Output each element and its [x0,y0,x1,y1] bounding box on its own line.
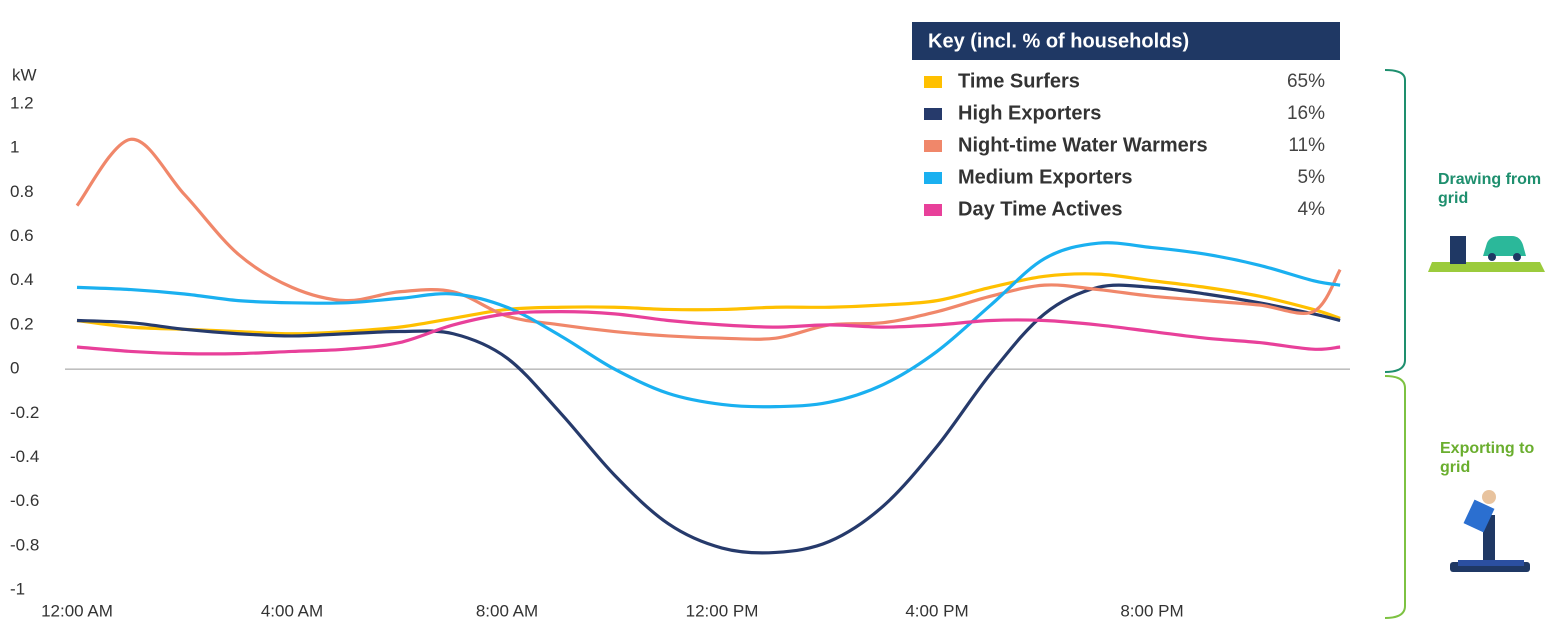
legend-label: Medium Exporters [958,166,1132,188]
x-tick-label: 4:00 PM [905,601,968,620]
bracket-export [1385,376,1405,618]
solar-icon [1450,490,1530,572]
legend-swatch [924,108,942,120]
chart: kW Key (incl. % of households) -1 -0.8 -0.… [0,0,1551,626]
y-tick-label: 0 [10,359,19,378]
y-tick-label: 1.2 [10,93,34,112]
legend-label: Night-time Water Warmers [958,134,1208,156]
bracket-draw [1385,70,1405,372]
x-tick-label: 8:00 AM [476,601,538,620]
legend-share: 65% [1287,71,1325,92]
y-tick-label: 1 [10,138,19,157]
annotation: Exporting to grid [1440,439,1550,477]
legend-label: High Exporters [958,102,1101,124]
legend-label: Day Time Actives [958,198,1123,220]
x-tick-label: 12:00 AM [41,601,113,620]
annotation: Drawing from grid [1438,170,1548,208]
legend-swatch [924,204,942,216]
y-tick-label: 0.6 [10,226,34,245]
legend-share: 11% [1288,135,1325,156]
x-tick-label: 12:00 PM [686,601,759,620]
x-tick-label: 4:00 AM [261,601,323,620]
y-tick-label: -0.8 [10,535,39,554]
y-tick-label: -1 [10,579,25,598]
legend-swatch [924,76,942,88]
legend-swatch [924,172,942,184]
legend-share: 4% [1298,199,1326,220]
y-tick-label: -0.6 [10,491,39,510]
legend-share: 5% [1298,167,1326,188]
legend-label: Time Surfers [958,70,1080,92]
legend-swatch [924,140,942,152]
y-tick-label: 0.4 [10,270,34,289]
car-icon [1428,236,1545,272]
y-tick-label: -0.4 [10,447,39,466]
y-tick-label: -0.2 [10,403,39,422]
page: kW Key (incl. % of households) -1 -0.8 -0.… [0,0,1551,626]
y-tick-label: 0.8 [10,182,34,201]
legend-title: Key (incl. % of households) [928,30,1189,52]
y-tick-label: 0.2 [10,314,34,333]
legend-share: 16% [1287,103,1325,124]
y-unit: kW [12,65,37,84]
x-tick-label: 8:00 PM [1120,601,1183,620]
